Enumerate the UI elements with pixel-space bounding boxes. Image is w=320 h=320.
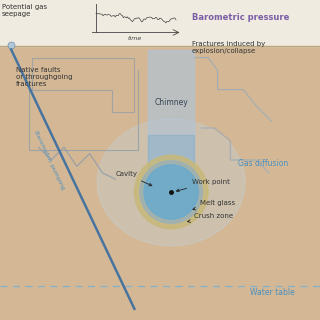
Text: Barometric pressure: Barometric pressure <box>192 13 289 22</box>
Text: Barometric pumping: Barometric pumping <box>34 130 66 190</box>
Text: Native faults
or throughgoing
fractures: Native faults or throughgoing fractures <box>16 67 73 87</box>
Text: Work point: Work point <box>176 179 230 192</box>
Bar <box>0 0 320 46</box>
Circle shape <box>134 155 208 229</box>
Text: Cavity: Cavity <box>115 171 152 186</box>
Text: Potential gas
seepage: Potential gas seepage <box>2 4 47 17</box>
Text: Crush zone: Crush zone <box>188 213 233 222</box>
Text: Chimney: Chimney <box>154 98 188 107</box>
Ellipse shape <box>97 119 245 246</box>
Bar <box>148 135 194 181</box>
Circle shape <box>140 161 203 223</box>
Text: Water table: Water table <box>250 288 294 297</box>
Bar <box>148 50 194 181</box>
Text: time: time <box>127 36 141 41</box>
Text: Gas diffusion: Gas diffusion <box>238 159 289 168</box>
Circle shape <box>144 165 198 219</box>
Text: Melt glass: Melt glass <box>193 200 235 210</box>
Text: Fractures induced by
explosion/collapse: Fractures induced by explosion/collapse <box>192 41 265 54</box>
